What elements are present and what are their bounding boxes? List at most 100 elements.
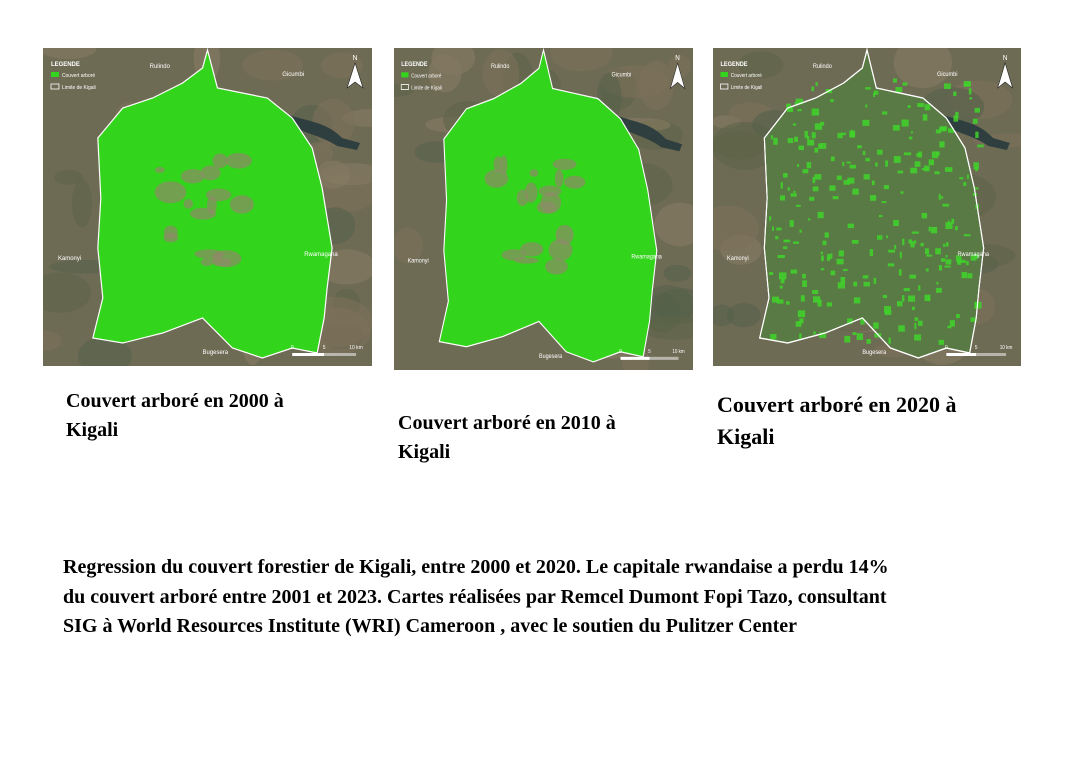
tree-patch <box>938 194 941 200</box>
tree-patch <box>923 165 930 172</box>
terrain-patch <box>713 130 766 160</box>
tree-patch <box>901 295 905 302</box>
place-name: Rwamagana <box>958 252 990 258</box>
tree-patch <box>807 139 815 146</box>
tree-patch <box>797 109 802 112</box>
scale-bar <box>620 356 650 360</box>
caption: Couvert arboré en 2000 à Kigali <box>66 387 284 445</box>
tree-patch <box>876 235 883 240</box>
caption-line: Couvert arboré en 2020 à <box>717 392 957 417</box>
tree-patch <box>892 78 898 83</box>
lake <box>602 108 683 152</box>
urban-area <box>225 152 252 169</box>
tree-patch <box>780 182 783 189</box>
tree-patch <box>817 211 824 219</box>
tree-patch <box>798 145 804 151</box>
north-arrow <box>346 62 364 89</box>
place-name: Rulindo <box>813 64 832 70</box>
tree-patch <box>970 317 977 322</box>
tree-patch <box>871 180 875 186</box>
tree-patch <box>882 294 888 299</box>
terrain-patch <box>482 49 520 98</box>
urban-area <box>183 198 193 209</box>
terrain-patch <box>713 304 735 327</box>
tree-patch <box>903 152 912 156</box>
tree-patch <box>793 190 796 193</box>
terrain-patch <box>713 205 759 252</box>
tree-patch <box>938 339 944 345</box>
tree-patch <box>873 90 879 95</box>
tree-patch <box>902 82 908 86</box>
tree-patch <box>972 118 978 124</box>
tree-patch <box>814 123 823 130</box>
terrain-patch <box>78 336 132 366</box>
tree-patch <box>779 285 783 289</box>
tree-patch <box>901 119 909 127</box>
tree-patch <box>852 332 857 336</box>
tree-patch <box>943 243 946 247</box>
tree-patch <box>775 236 779 240</box>
legend-item: Couvert arboré <box>731 73 762 79</box>
tree-patch <box>806 162 812 169</box>
tree-patch <box>955 226 958 231</box>
tree-patch <box>836 175 842 181</box>
tree-patch <box>899 251 902 259</box>
tree-patch <box>792 123 797 126</box>
tree-patch <box>918 320 923 326</box>
tree-patch <box>883 185 890 190</box>
tree-patch <box>961 271 968 279</box>
tree-patch <box>822 240 827 246</box>
tree-patch <box>910 241 915 248</box>
tree-patch <box>790 269 798 274</box>
tree-patch <box>930 226 938 234</box>
tree-patch <box>783 246 788 250</box>
urban-area <box>545 258 568 275</box>
map-2020: LEGENDE Couvert arboré Limite de Kigali Rul… <box>713 48 1021 366</box>
tree-patch <box>780 277 785 284</box>
tree-patch <box>772 226 774 231</box>
tree-patch <box>975 131 979 139</box>
tree-patch <box>796 204 801 207</box>
tree-patch <box>957 259 962 265</box>
tree-patch <box>918 151 923 158</box>
scale-bar <box>324 353 357 356</box>
tree-patch <box>910 167 918 174</box>
scale-bar <box>976 353 1007 356</box>
legend-swatch <box>401 72 409 78</box>
tree-patch <box>813 331 816 335</box>
terrain-patch <box>431 48 476 75</box>
tree-patch <box>787 137 794 144</box>
tree-patch <box>963 234 971 237</box>
tree-patch <box>772 296 779 303</box>
tree-patch <box>968 88 972 95</box>
tree-patch <box>949 320 955 327</box>
tree-patch <box>958 259 966 263</box>
tree-patch <box>928 159 935 166</box>
tree-patch <box>908 136 913 140</box>
tree-patch <box>817 299 822 307</box>
tree-patch <box>907 105 911 108</box>
tree-patch <box>944 265 951 268</box>
caption-line: Kigali <box>717 424 775 449</box>
tree-patch <box>784 239 789 242</box>
tree-patch <box>852 188 859 195</box>
tree-patch <box>897 170 904 174</box>
tree-patch <box>966 174 969 179</box>
tree-patch <box>973 162 979 170</box>
terrain-patch <box>43 330 62 352</box>
tree-patch <box>931 151 939 159</box>
scale-label: 5 <box>323 345 326 351</box>
place-name: Kamonyi <box>58 256 81 262</box>
tree-patch <box>786 301 790 305</box>
scale-bar <box>649 356 679 360</box>
tree-patch <box>898 269 902 276</box>
description-line: Regression du couvert forestier de Kigal… <box>63 556 889 578</box>
tree-patch <box>953 115 959 122</box>
legend-item: Limite de Kigali <box>62 85 96 91</box>
place-name: Gicumbi <box>937 72 958 78</box>
tree-patch <box>914 322 917 330</box>
legend-item: Couvert arboré <box>62 73 95 79</box>
tree-patch <box>955 255 962 262</box>
tree-patch <box>947 325 952 329</box>
tree-patch <box>830 156 835 162</box>
